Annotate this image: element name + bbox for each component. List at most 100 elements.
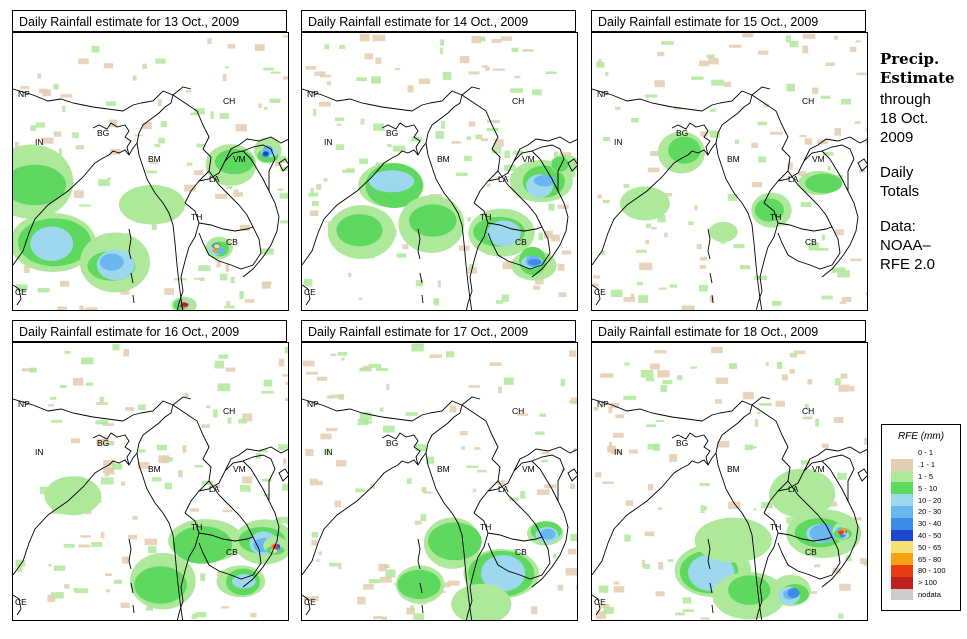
rain-speck [751, 182, 763, 188]
rain-speck [600, 604, 610, 608]
rain-speck [643, 564, 651, 569]
rain-speck [341, 357, 345, 361]
rain-speck [80, 357, 94, 365]
rain-speck [485, 66, 490, 71]
rain-speck [517, 413, 529, 416]
rain-speck [786, 35, 792, 43]
rain-speck [382, 616, 387, 620]
rain-speck [639, 262, 653, 271]
rain-speck [326, 81, 332, 86]
rain-speck [443, 582, 451, 588]
rain-speck [152, 477, 162, 482]
legend-swatch [891, 517, 913, 530]
rain-speck [536, 489, 550, 495]
rain-speck [138, 449, 146, 453]
rain-speck [259, 448, 268, 453]
legend-swatch [891, 588, 913, 601]
rain-speck [647, 167, 660, 173]
rain-speck [262, 478, 272, 482]
rain-speck [224, 66, 229, 69]
rain-speck [496, 480, 506, 485]
rain-speck [392, 145, 406, 152]
rain-speck [715, 399, 723, 404]
rain-speck [205, 405, 211, 409]
label-bm: BM [727, 154, 740, 164]
legend-swatch [891, 494, 913, 506]
legend-item: 1 - 5 [882, 470, 960, 483]
rain-speck [138, 404, 146, 410]
rain-speck [727, 194, 737, 201]
rain-speck [146, 170, 158, 174]
rain-speck [821, 443, 829, 448]
rain-speck [156, 444, 168, 451]
rain-speck [123, 349, 129, 357]
rain-speck [613, 432, 624, 438]
rain-speck [691, 76, 704, 80]
rain-speck [624, 534, 631, 542]
rain-speck [710, 108, 716, 112]
rain-speck [120, 602, 130, 608]
rain-speck [429, 354, 442, 358]
label-bg: BG [386, 128, 399, 138]
label-ce: CE [594, 287, 606, 297]
rain-speck [415, 280, 423, 287]
legend-label: 65 - 80 [918, 554, 942, 564]
rain-speck [699, 483, 710, 486]
rain-speck [493, 139, 504, 147]
rain-speck [459, 56, 470, 64]
legend-label: 40 - 50 [918, 530, 942, 540]
rain-speck [489, 362, 502, 366]
rain-speck [120, 481, 126, 486]
rain-speck [358, 297, 363, 300]
rain-speck [304, 596, 317, 600]
rain-speck [50, 396, 57, 400]
rain-speck [227, 417, 232, 424]
rain-speck [275, 157, 288, 160]
rain-speck [466, 465, 479, 468]
rain-speck [184, 392, 189, 398]
label-ch: CH [512, 406, 525, 416]
rain-speck [623, 184, 630, 188]
rain-speck [47, 594, 56, 602]
rain-speck [122, 556, 130, 564]
legend-swatch [891, 541, 913, 554]
rain-speck [310, 187, 314, 195]
rain-speck [758, 403, 772, 406]
rain-cell [668, 136, 701, 164]
label-th: TH [770, 522, 782, 532]
rain-speck [613, 586, 625, 593]
rain-speck [491, 146, 502, 154]
rain-speck [466, 136, 472, 140]
rain-speck [244, 299, 255, 303]
legend-label: 20 - 30 [918, 507, 942, 517]
rain-speck [415, 444, 427, 452]
rain-speck [804, 138, 813, 145]
rain-speck [128, 534, 137, 540]
rain-speck [15, 284, 28, 292]
rain-speck [446, 351, 455, 358]
label-np: NP [307, 399, 319, 409]
rain-speck [825, 62, 836, 66]
rain-speck [557, 584, 563, 591]
rain-speck [441, 120, 445, 129]
rain-speck [648, 484, 654, 491]
legend-label: 1 - 5 [918, 471, 934, 481]
rain-speck [51, 592, 64, 599]
label-ce: CE [594, 597, 606, 607]
rain-speck [311, 540, 317, 546]
rain-speck [107, 177, 111, 180]
rain-speck [387, 144, 392, 148]
rain-speck [48, 564, 52, 567]
rain-cell [118, 184, 186, 225]
rain-speck [195, 612, 207, 618]
rain-speck [158, 455, 170, 464]
rain-cell [182, 302, 189, 307]
rain-speck [283, 76, 288, 80]
rain-speck [625, 500, 634, 506]
rainfall-map: NP CH IN BG BM VM LA TH CB CE [12, 342, 289, 621]
rain-speck [324, 44, 329, 50]
rain-speck [359, 412, 372, 420]
rain-speck [850, 258, 862, 262]
rain-speck [277, 516, 288, 524]
rain-speck [793, 350, 806, 355]
